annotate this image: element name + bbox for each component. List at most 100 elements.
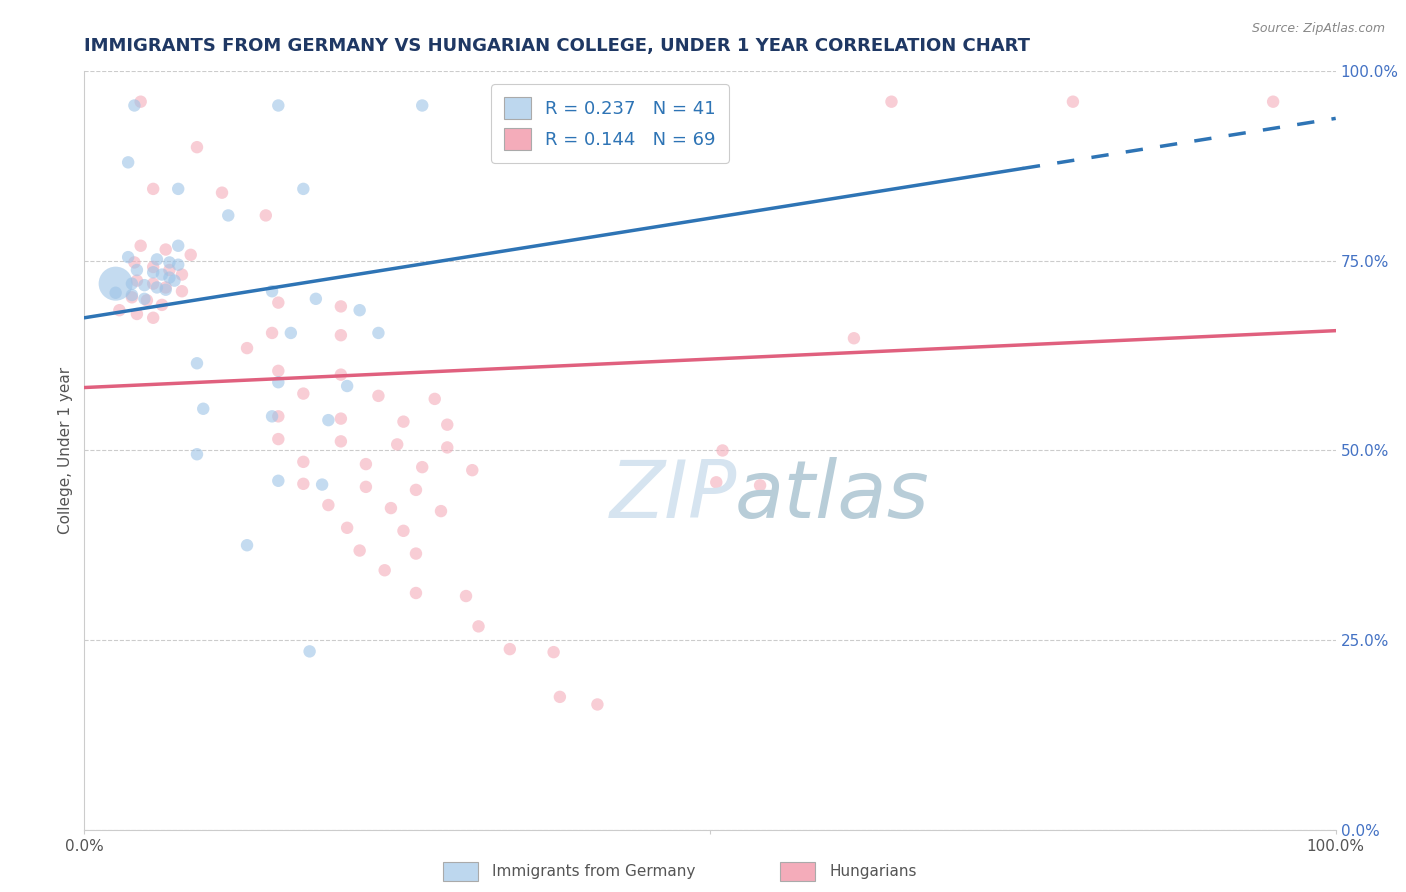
Point bbox=[336, 521, 359, 535]
Point bbox=[104, 277, 127, 291]
Point bbox=[454, 589, 477, 603]
Point bbox=[392, 415, 415, 429]
Point bbox=[267, 364, 290, 378]
Point bbox=[186, 140, 208, 154]
Point bbox=[136, 293, 159, 308]
Point bbox=[267, 376, 290, 390]
Point bbox=[108, 303, 131, 318]
Point bbox=[349, 543, 371, 558]
Text: IMMIGRANTS FROM GERMANY VS HUNGARIAN COLLEGE, UNDER 1 YEAR CORRELATION CHART: IMMIGRANTS FROM GERMANY VS HUNGARIAN COL… bbox=[84, 37, 1031, 54]
Point bbox=[217, 209, 239, 223]
Point bbox=[711, 443, 734, 458]
Point bbox=[150, 268, 173, 282]
Point bbox=[467, 619, 489, 633]
Point bbox=[318, 498, 340, 512]
Point bbox=[159, 270, 181, 285]
Point bbox=[159, 255, 181, 269]
Point bbox=[280, 326, 302, 340]
Point bbox=[104, 285, 127, 300]
Point bbox=[262, 326, 284, 340]
Point bbox=[150, 298, 173, 312]
Point bbox=[305, 292, 328, 306]
Point bbox=[267, 474, 290, 488]
Text: Source: ZipAtlas.com: Source: ZipAtlas.com bbox=[1251, 22, 1385, 36]
Point bbox=[167, 258, 190, 272]
Point bbox=[170, 285, 193, 299]
Point bbox=[146, 280, 169, 294]
Point bbox=[749, 478, 772, 492]
Point bbox=[155, 243, 177, 257]
Point bbox=[121, 277, 143, 291]
Point bbox=[129, 95, 152, 109]
Point bbox=[411, 98, 433, 112]
Point bbox=[349, 303, 371, 318]
Point bbox=[329, 411, 352, 425]
Point bbox=[880, 95, 903, 109]
Point bbox=[329, 434, 352, 449]
Point bbox=[236, 341, 259, 355]
Point bbox=[121, 288, 143, 302]
Point bbox=[170, 268, 193, 282]
Point bbox=[1062, 95, 1084, 109]
Point bbox=[163, 274, 186, 288]
Legend: R = 0.237   N = 41, R = 0.144   N = 69: R = 0.237 N = 41, R = 0.144 N = 69 bbox=[491, 84, 728, 162]
Text: ZIP: ZIP bbox=[610, 457, 737, 535]
Point bbox=[430, 504, 453, 518]
Point bbox=[367, 389, 389, 403]
Point bbox=[405, 586, 427, 600]
Point bbox=[354, 480, 377, 494]
Point bbox=[142, 310, 165, 325]
Text: Immigrants from Germany: Immigrants from Germany bbox=[492, 864, 696, 879]
Point bbox=[392, 524, 415, 538]
Point bbox=[267, 432, 290, 446]
Point bbox=[186, 447, 208, 461]
Text: atlas: atlas bbox=[735, 457, 929, 535]
Point bbox=[292, 455, 315, 469]
Point bbox=[292, 476, 315, 491]
Point bbox=[262, 409, 284, 424]
Point bbox=[121, 290, 143, 304]
Point bbox=[125, 263, 148, 277]
Point bbox=[423, 392, 446, 406]
Point bbox=[142, 277, 165, 291]
Point bbox=[129, 238, 152, 253]
Point bbox=[142, 265, 165, 279]
Point bbox=[329, 300, 352, 314]
Point bbox=[385, 437, 409, 451]
Point bbox=[186, 356, 208, 370]
Point bbox=[167, 238, 190, 253]
Point bbox=[262, 285, 284, 299]
Point bbox=[311, 477, 333, 491]
Point bbox=[499, 642, 522, 657]
Point bbox=[267, 295, 290, 310]
Point bbox=[180, 248, 202, 262]
Point bbox=[159, 263, 181, 277]
Point bbox=[267, 409, 290, 424]
Point bbox=[367, 326, 389, 340]
Point bbox=[193, 401, 215, 416]
Point bbox=[336, 379, 359, 393]
Point bbox=[436, 417, 458, 432]
Point bbox=[155, 280, 177, 294]
Point bbox=[124, 98, 146, 112]
Point bbox=[374, 563, 396, 577]
Point bbox=[543, 645, 565, 659]
Point bbox=[117, 155, 139, 169]
Point bbox=[125, 307, 148, 321]
Point bbox=[461, 463, 484, 477]
Point bbox=[292, 182, 315, 196]
Point bbox=[155, 283, 177, 297]
Point bbox=[134, 278, 156, 293]
Y-axis label: College, Under 1 year: College, Under 1 year bbox=[58, 367, 73, 534]
Point bbox=[117, 250, 139, 264]
Point bbox=[318, 413, 340, 427]
Point bbox=[125, 274, 148, 288]
Point bbox=[292, 386, 315, 401]
Point bbox=[436, 441, 458, 455]
Point bbox=[1263, 95, 1285, 109]
Point bbox=[236, 538, 259, 552]
Point bbox=[586, 698, 609, 712]
Point bbox=[704, 475, 727, 490]
Point bbox=[380, 501, 402, 516]
Point bbox=[142, 182, 165, 196]
